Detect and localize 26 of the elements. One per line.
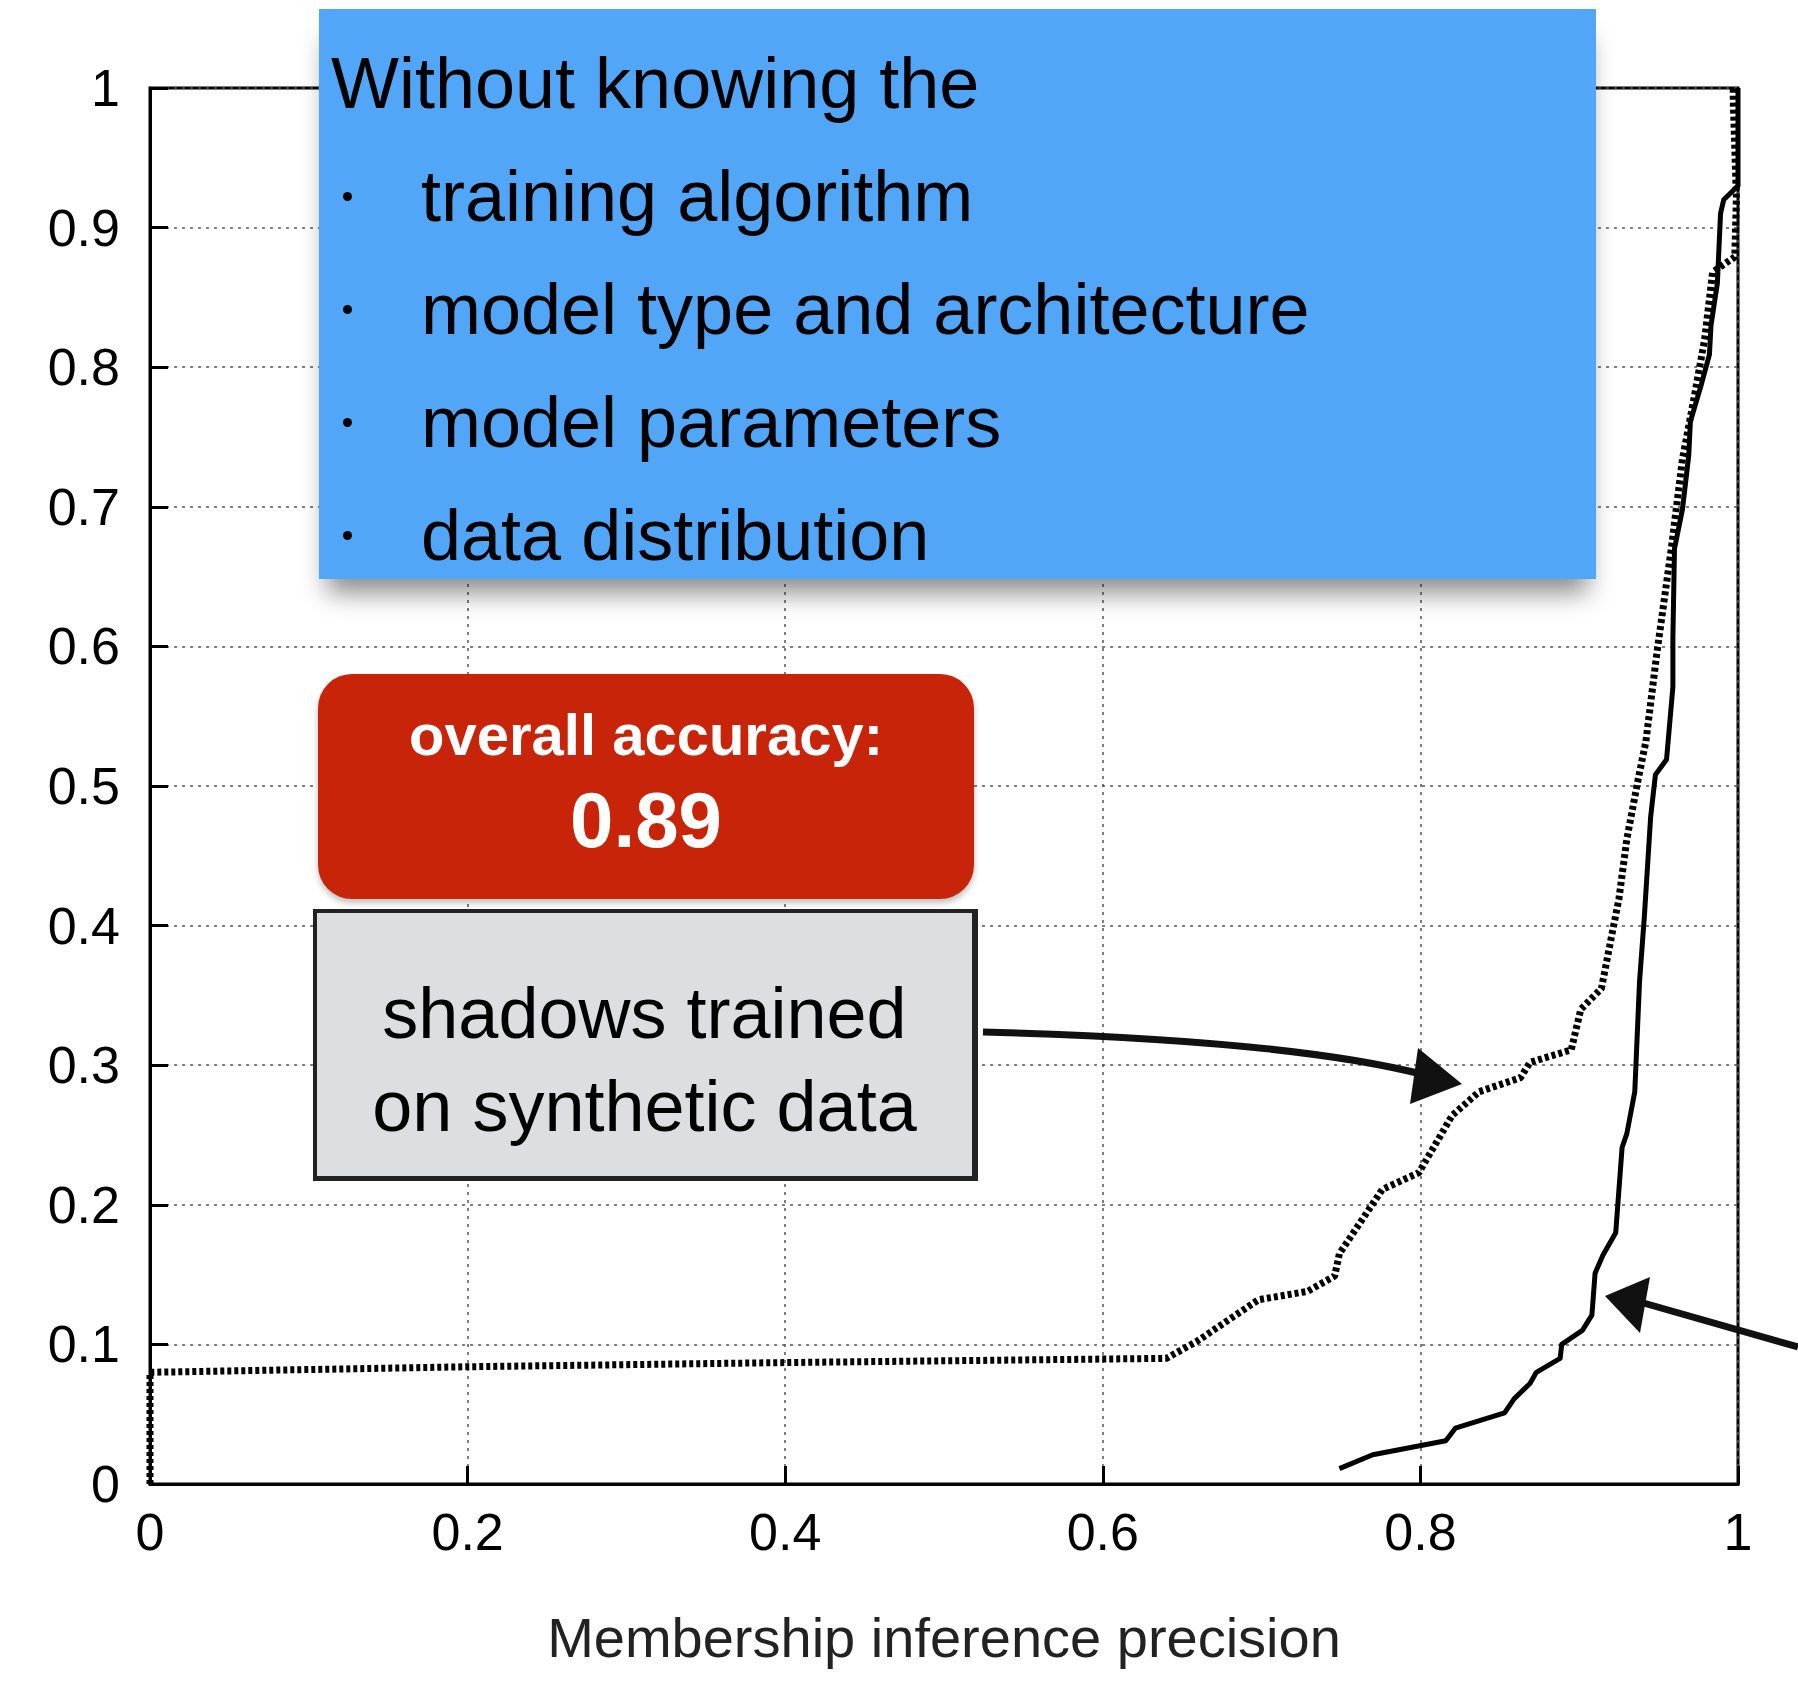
y-tick-label: 0.1 (47, 1315, 120, 1374)
y-tick-label: 1 (91, 59, 120, 117)
x-tick-label: 0.8 (1384, 1503, 1457, 1561)
y-tick-label: 0.2 (47, 1175, 120, 1234)
y-tick-label: 0.8 (47, 338, 120, 397)
annotation: data distribution (421, 479, 1596, 592)
x-tick-label: 1 (1723, 1503, 1753, 1561)
y-tick-label: 0.9 (47, 198, 120, 257)
annotation: model parameters (421, 366, 1596, 479)
y-tick-label: 0.7 (47, 477, 120, 536)
y-tick-label: 0 (91, 1455, 120, 1513)
y-tick-label: 0.6 (47, 617, 120, 676)
x-axis-title: Membership inference precision (547, 1605, 1341, 1669)
annotation: training algorithm (421, 140, 1596, 253)
y-tick-label: 0.5 (47, 757, 120, 815)
annotation: model type and architecture (421, 253, 1596, 366)
callout-box: shadows trained on synthetic data (313, 909, 978, 1181)
x-tick-label: 0.6 (1066, 1503, 1139, 1561)
y-tick-label: 0.3 (47, 1036, 120, 1095)
x-tick-label: 0.4 (749, 1503, 822, 1561)
annotation: Without knowing the (331, 42, 981, 125)
x-tick-label: 0.2 (431, 1503, 504, 1561)
rounded-badge: overall accuracy: 0.89 (318, 674, 974, 899)
annotation: overall accuracy: 0.89 (408, 701, 884, 866)
y-tick-label: 0.4 (47, 896, 120, 955)
x-tick-label: 0 (135, 1503, 165, 1561)
